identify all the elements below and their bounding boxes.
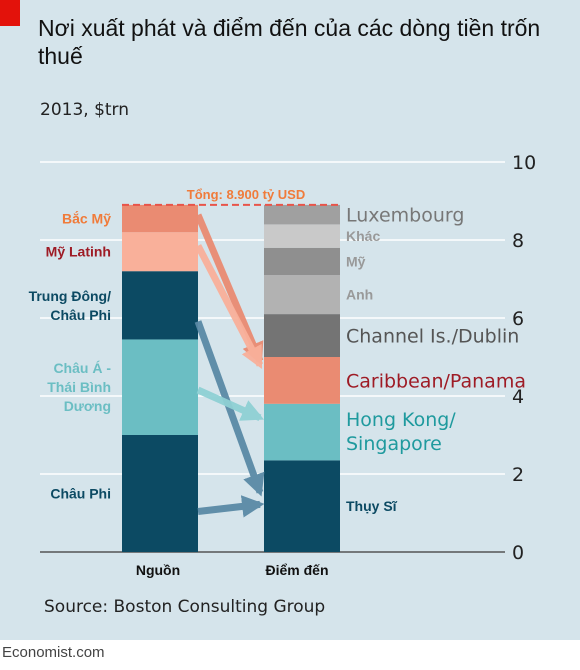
total-label: Tổng: 8.900 tỷ USD	[187, 187, 305, 202]
flow-arrow-bac-my-to-caribbean-panama	[194, 213, 264, 366]
source-note: Source: Boston Consulting Group	[44, 597, 326, 617]
y-tick-label-6: 6	[512, 308, 524, 330]
destination-label-caribbean-panama: Caribbean/Panama	[346, 370, 526, 392]
destination-bar-caribbean-panama	[264, 357, 340, 404]
y-tick-label-8: 8	[512, 230, 524, 252]
destination-label-khac: Khác	[346, 228, 380, 244]
source-bar-trung-dong-chau-phi	[122, 271, 198, 340]
chart-area: 0 2 4 6 8 10 Tổng: 8.900 tỷ USD Châu Phi Châu Á …	[29, 152, 537, 578]
y-tick-label-0: 0	[512, 542, 524, 564]
chart-subtitle: 2013, $trn	[40, 100, 130, 120]
source-bar-bac-my	[122, 204, 198, 233]
y-tick-label-2: 2	[512, 464, 524, 486]
flow-arrow-my-latinh-to-caribbean-panama	[194, 244, 264, 369]
destination-bar-luxembourg	[264, 204, 340, 225]
category-label-diem-den: Điểm đến	[265, 562, 328, 578]
flow-arrow-chau-a-thai-binh-duong-to-hong-kong-singapore	[196, 386, 265, 421]
category-label-nguon: Nguồn	[136, 562, 180, 578]
chart-title: Nơi xuất phát và điểm đến của các dòng t…	[38, 15, 541, 69]
flow-arrow-chau-phi-to-thuy-si	[197, 495, 265, 518]
source-label-bac-my: Bắc Mỹ	[62, 210, 111, 227]
source-bar-chau-a-thai-binh-duong	[122, 339, 198, 435]
source-bar-chau-phi	[122, 435, 198, 552]
y-tick-label-4: 4	[512, 386, 524, 408]
destination-bar-thuy-si	[264, 460, 340, 552]
y-tick-label-10: 10	[512, 152, 536, 174]
source-label-chau-a-thai-binh-duong: Châu Á -Thái Bình Dương	[47, 360, 111, 414]
destination-label-channel-is-dublin: Channel Is./Dublin	[346, 326, 519, 348]
source-label-chau-phi: Châu Phi	[50, 486, 111, 502]
destination-bar-khac	[264, 224, 340, 248]
source-bar-my-latinh	[122, 232, 198, 272]
destination-bar-my	[264, 247, 340, 276]
destination-label-luxembourg: Luxembourg	[346, 205, 464, 227]
footer-bar	[0, 640, 580, 670]
source-label-my-latinh: Mỹ Latinh	[46, 244, 111, 260]
destination-label-my: Mỹ	[346, 253, 366, 269]
destination-bar-anh	[264, 275, 340, 315]
destination-bar-hong-kong-singapore	[264, 403, 340, 461]
brand-red-tag	[0, 0, 20, 26]
destination-label-anh: Anh	[346, 287, 373, 303]
footer-brand: Economist.com	[2, 644, 105, 661]
source-label-trung-dong-chau-phi: Trung Đông/Châu Phi	[29, 288, 112, 323]
destination-label-hong-kong-singapore: Hong Kong/Singapore	[346, 409, 456, 455]
destination-label-thuy-si: Thụy Sĩ	[346, 498, 398, 514]
destination-bar-channel-is-dublin	[264, 314, 340, 357]
